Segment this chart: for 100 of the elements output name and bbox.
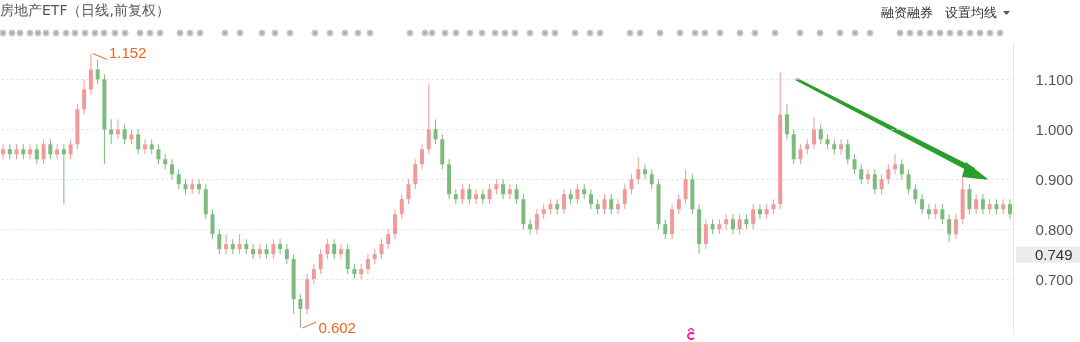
candlestick [859,163,864,185]
chart-title: 房地产ETF（日线,前复权） [0,2,170,18]
candlestick [311,263,316,285]
candlestick [68,138,73,160]
candlestick [893,153,898,175]
candlestick [122,123,127,145]
candlestick [818,123,823,145]
candlestick [413,158,418,190]
candlestick [237,233,242,255]
candlestick [176,168,181,190]
candlestick [420,143,425,170]
candlestick [156,143,161,165]
candlestick [41,138,46,165]
candlestick [399,193,404,220]
candlestick [737,213,742,235]
candlestick [629,173,634,195]
candlestick [501,178,506,200]
y-tick-label: 0.800 [1035,220,1074,238]
candlestick [318,248,323,275]
candlestick [406,178,411,205]
candlestick [751,203,756,230]
candlestick [622,183,627,210]
ref-line-label: 0.749 [1035,245,1073,263]
y-tick-label: 0.900 [1035,170,1074,188]
candlestick [61,143,66,205]
candlestick [588,188,593,210]
candlestick [845,138,850,165]
candlestick [197,178,202,195]
candlestick [1007,198,1012,220]
candlestick [28,143,33,160]
candlestick [609,193,614,215]
candlestick [649,168,654,190]
candlestick [88,52,93,95]
candlestick [676,193,681,215]
candlestick [811,116,816,150]
candlestick [616,198,620,215]
candlestick [95,58,100,85]
candlestick [980,193,985,215]
candlestick [271,238,276,260]
annotation: 0.602 [318,319,356,337]
text: 设置均线 [945,4,997,22]
candlestick [534,208,539,235]
y-tick-label: 0.700 [1035,270,1074,288]
candlestick [967,183,972,215]
candlestick [913,183,918,205]
candlestick [55,143,60,160]
candlestick [278,238,283,255]
candlestick [426,83,431,155]
candlestick [217,228,222,255]
candlestick [940,203,945,225]
candlestick [953,213,958,240]
candlestick [872,168,877,195]
candlestick [839,138,844,155]
candlestick [947,213,952,243]
candlestick [636,156,641,185]
candlestick [703,218,708,250]
candlestick [210,208,215,240]
candlestick [338,243,343,260]
y-tick-label: 1.000 [1035,120,1074,138]
candlestick [325,238,330,260]
candlestick [136,128,141,155]
candlestick [474,188,479,205]
candlestick [798,143,803,165]
annotation: 1.152 [108,44,147,62]
y-tick-label: 1.100 [1035,70,1074,88]
text: 融资融券 [881,4,933,22]
candlestick [142,138,147,155]
candlestick [224,233,229,255]
candlestick [866,168,871,185]
candlestick [109,118,114,145]
candlestick [575,183,580,205]
candlestick [724,213,729,230]
candlestick [332,238,337,260]
candlestick [926,203,931,220]
candlestick [169,158,174,180]
candlestick [345,243,350,275]
candlestick [683,168,688,205]
candlestick [643,163,648,180]
candlestick [899,158,904,180]
candlestick [393,208,397,240]
candlestick [514,183,519,205]
candlestick [284,243,289,265]
candlestick [879,173,884,195]
candlestick [757,203,762,220]
candlestick [487,183,492,205]
candlestick [784,103,789,140]
candlestick [906,168,911,195]
candlestick [730,213,735,235]
candlestick [561,188,566,215]
candlestick [920,193,925,215]
candlestick [974,193,979,215]
candlestick [1,143,6,160]
candlestick [34,143,39,165]
candlestick [602,193,607,215]
candlestick [379,238,384,260]
candlestick [386,228,391,250]
candlestick [663,218,668,240]
candlestick [365,253,370,275]
candlestick [82,78,87,115]
candlestick [467,183,472,205]
